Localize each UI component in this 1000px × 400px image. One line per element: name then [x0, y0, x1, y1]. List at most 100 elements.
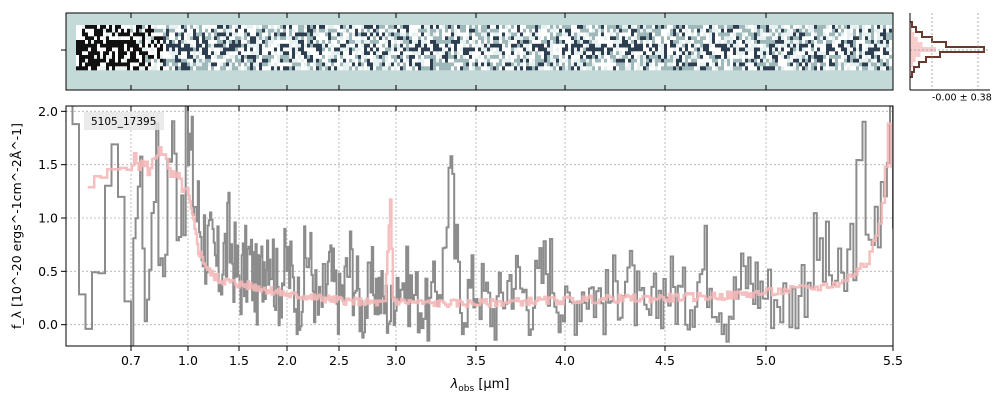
- image-pixel: [757, 36, 760, 41]
- spectrum-1d-panel: 0.7 1.0 1.5 2.0 2.5 3.0 3.5 4.0 4.5 5.0 5.5 0.00.5…: [9, 104, 903, 394]
- image-pixel: [523, 25, 526, 29]
- image-pixel: [727, 47, 730, 52]
- image-pixel: [121, 43, 124, 48]
- image-pixel: [88, 36, 91, 41]
- image-pixel: [526, 66, 529, 71]
- image-pixel: [238, 51, 241, 56]
- image-pixel: [169, 66, 172, 71]
- image-pixel: [547, 51, 550, 56]
- image-pixel: [313, 58, 316, 63]
- image-pixel: [154, 36, 157, 41]
- image-pixel: [646, 36, 649, 41]
- image-pixel: [835, 66, 838, 71]
- image-pixel: [412, 28, 415, 33]
- image-pixel: [883, 66, 886, 71]
- image-pixel: [499, 36, 502, 41]
- image-pixel: [319, 25, 322, 29]
- image-pixel: [178, 51, 181, 56]
- image-pixel: [679, 47, 682, 52]
- image-pixel: [535, 36, 538, 41]
- image-pixel: [490, 55, 493, 59]
- image-pixel: [364, 66, 367, 71]
- image-pixel: [835, 62, 838, 67]
- image-pixel: [583, 40, 586, 44]
- image-pixel: [313, 25, 316, 29]
- image-pixel: [109, 43, 112, 48]
- image-pixel: [157, 62, 160, 67]
- image-pixel: [205, 43, 208, 48]
- image-pixel: [142, 43, 145, 48]
- image-pixel: [433, 40, 436, 44]
- image-pixel: [481, 40, 484, 44]
- image-pixel: [706, 32, 709, 37]
- image-pixel: [352, 28, 355, 33]
- image-pixel: [502, 66, 505, 71]
- image-pixel: [94, 43, 97, 48]
- image-pixel: [151, 51, 154, 56]
- image-pixel: [505, 36, 508, 41]
- image-pixel: [370, 28, 373, 33]
- image-pixel: [328, 62, 331, 67]
- image-pixel: [784, 32, 787, 37]
- image-pixel: [184, 25, 187, 29]
- image-pixel: [778, 25, 781, 29]
- image-pixel: [622, 32, 625, 37]
- image-pixel: [349, 25, 352, 29]
- image-pixel: [748, 36, 751, 41]
- image-pixel: [646, 66, 649, 71]
- image-pixel: [409, 43, 412, 48]
- image-pixel: [385, 36, 388, 41]
- image-pixel: [211, 51, 214, 56]
- image-pixel: [823, 51, 826, 56]
- image-pixel: [238, 25, 241, 29]
- image-pixel: [799, 25, 802, 29]
- image-pixel: [553, 62, 556, 67]
- image-pixel: [469, 25, 472, 29]
- image-pixel: [568, 36, 571, 41]
- image-pixel: [475, 55, 478, 59]
- image-pixel: [691, 28, 694, 33]
- image-pixel: [538, 58, 541, 63]
- image-pixel: [505, 43, 508, 48]
- image-pixel: [418, 58, 421, 63]
- image-pixel: [199, 62, 202, 67]
- image-pixel: [136, 36, 139, 41]
- image-pixel: [151, 32, 154, 37]
- image-pixel: [853, 62, 856, 67]
- image-pixel: [859, 36, 862, 41]
- image-pixel: [109, 51, 112, 56]
- image-pixel: [577, 36, 580, 41]
- image-pixel: [694, 66, 697, 71]
- image-pixel: [106, 62, 109, 67]
- image-pixel: [163, 28, 166, 33]
- image-pixel: [106, 47, 109, 52]
- image-pixel: [436, 40, 439, 44]
- image-pixel: [436, 25, 439, 29]
- image-pixel: [643, 43, 646, 48]
- image-pixel: [601, 62, 604, 67]
- image-pixel: [613, 28, 616, 33]
- image-pixel: [235, 62, 238, 67]
- image-pixel: [757, 51, 760, 56]
- image-pixel: [217, 28, 220, 33]
- image-pixel: [172, 32, 175, 37]
- image-pixel: [442, 58, 445, 63]
- image-pixel: [868, 62, 871, 67]
- image-pixel: [628, 40, 631, 44]
- image-pixel: [478, 28, 481, 33]
- image-pixel: [142, 36, 145, 41]
- image-pixel: [826, 40, 829, 44]
- image-pixel: [817, 28, 820, 33]
- image-pixel: [721, 51, 724, 56]
- image-pixel: [772, 55, 775, 59]
- image-pixel: [184, 66, 187, 71]
- image-pixel: [889, 51, 892, 56]
- image-pixel: [274, 62, 277, 67]
- image-pixel: [778, 62, 781, 67]
- image-pixel: [727, 40, 730, 44]
- image-pixel: [865, 55, 868, 59]
- image-pixel: [232, 47, 235, 52]
- image-pixel: [364, 58, 367, 63]
- image-pixel: [484, 47, 487, 52]
- image-pixel: [541, 32, 544, 37]
